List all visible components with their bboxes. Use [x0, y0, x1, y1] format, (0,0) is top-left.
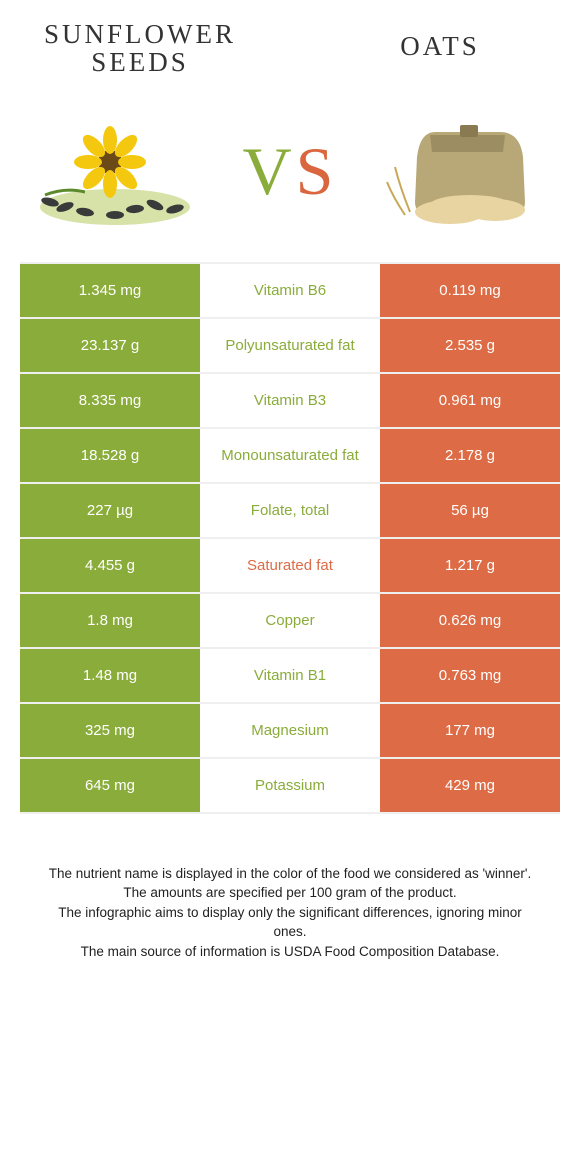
- table-row: 325 mgMagnesium177 mg: [20, 704, 560, 759]
- nutrient-label: Saturated fat: [200, 539, 380, 592]
- nutrient-label: Copper: [200, 594, 380, 647]
- vs-v: V: [243, 132, 296, 211]
- nutrient-label: Polyunsaturated fat: [200, 319, 380, 372]
- table-row: 8.335 mgVitamin B30.961 mg: [20, 374, 560, 429]
- left-value: 1.8 mg: [20, 594, 200, 647]
- left-value: 325 mg: [20, 704, 200, 757]
- right-value: 2.178 g: [380, 429, 560, 482]
- images-row: VS: [20, 87, 560, 262]
- footer-notes: The nutrient name is displayed in the co…: [20, 814, 560, 962]
- nutrient-label: Magnesium: [200, 704, 380, 757]
- vs-s: S: [296, 132, 338, 211]
- footer-line-2: The amounts are specified per 100 gram o…: [45, 883, 535, 903]
- food-title-left-line1: SUNFLOWER: [44, 19, 236, 49]
- table-row: 18.528 gMonounsaturated fat2.178 g: [20, 429, 560, 484]
- left-value: 18.528 g: [20, 429, 200, 482]
- left-value: 1.48 mg: [20, 649, 200, 702]
- right-value: 177 mg: [380, 704, 560, 757]
- right-value: 2.535 g: [380, 319, 560, 372]
- right-value: 0.763 mg: [380, 649, 560, 702]
- left-value: 645 mg: [20, 759, 200, 812]
- right-value: 429 mg: [380, 759, 560, 812]
- nutrient-table: 1.345 mgVitamin B60.119 mg23.137 gPolyun…: [20, 262, 560, 814]
- food-title-left: SUNFLOWER SEEDS: [30, 20, 250, 77]
- table-row: 645 mgPotassium429 mg: [20, 759, 560, 814]
- left-value: 1.345 mg: [20, 264, 200, 317]
- table-row: 1.48 mgVitamin B10.763 mg: [20, 649, 560, 704]
- right-value: 0.626 mg: [380, 594, 560, 647]
- infographic: SUNFLOWER SEEDS OATS: [0, 0, 580, 992]
- right-value: 56 µg: [380, 484, 560, 537]
- table-row: 1.8 mgCopper0.626 mg: [20, 594, 560, 649]
- oats-image: [375, 117, 555, 227]
- footer-line-1: The nutrient name is displayed in the co…: [45, 864, 535, 884]
- header: SUNFLOWER SEEDS OATS: [20, 20, 560, 87]
- nutrient-label: Vitamin B1: [200, 649, 380, 702]
- sunflower-seeds-image: [25, 117, 205, 227]
- left-value: 8.335 mg: [20, 374, 200, 427]
- footer-line-3: The infographic aims to display only the…: [45, 903, 535, 942]
- nutrient-label: Vitamin B6: [200, 264, 380, 317]
- right-value: 0.119 mg: [380, 264, 560, 317]
- food-title-right: OATS: [330, 32, 550, 60]
- nutrient-label: Monounsaturated fat: [200, 429, 380, 482]
- vs-label: VS: [243, 132, 338, 211]
- nutrient-label: Potassium: [200, 759, 380, 812]
- table-row: 23.137 gPolyunsaturated fat2.535 g: [20, 319, 560, 374]
- left-value: 23.137 g: [20, 319, 200, 372]
- nutrient-label: Folate, total: [200, 484, 380, 537]
- food-title-left-line2: SEEDS: [91, 47, 189, 77]
- table-row: 227 µgFolate, total56 µg: [20, 484, 560, 539]
- table-row: 4.455 gSaturated fat1.217 g: [20, 539, 560, 594]
- left-value: 4.455 g: [20, 539, 200, 592]
- right-value: 1.217 g: [380, 539, 560, 592]
- right-value: 0.961 mg: [380, 374, 560, 427]
- table-row: 1.345 mgVitamin B60.119 mg: [20, 264, 560, 319]
- footer-line-4: The main source of information is USDA F…: [45, 942, 535, 962]
- left-value: 227 µg: [20, 484, 200, 537]
- nutrient-label: Vitamin B3: [200, 374, 380, 427]
